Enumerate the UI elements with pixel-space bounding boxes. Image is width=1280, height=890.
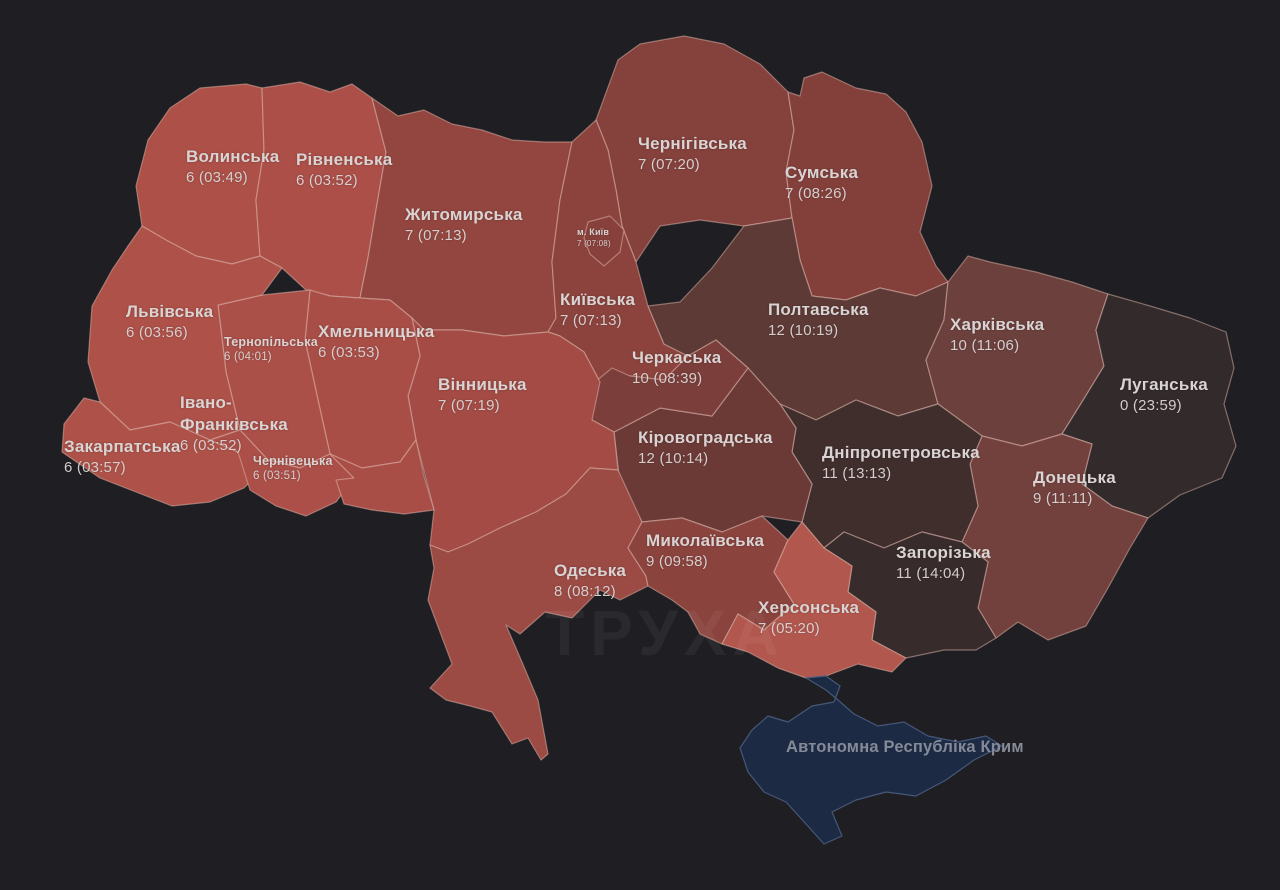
region-zhytomyrska[interactable] — [359, 97, 573, 337]
region-crimea[interactable] — [739, 675, 1003, 845]
region-odeska[interactable] — [427, 467, 649, 761]
region-dnipropetrovska[interactable] — [779, 399, 983, 549]
region-khersonska[interactable] — [721, 521, 907, 679]
region-chernivetska[interactable] — [329, 439, 435, 515]
region-zakarpatska[interactable] — [61, 397, 263, 507]
region-kyiv-city[interactable] — [583, 215, 625, 267]
region-sumska[interactable] — [785, 71, 949, 301]
region-luhanska[interactable] — [1061, 293, 1237, 519]
